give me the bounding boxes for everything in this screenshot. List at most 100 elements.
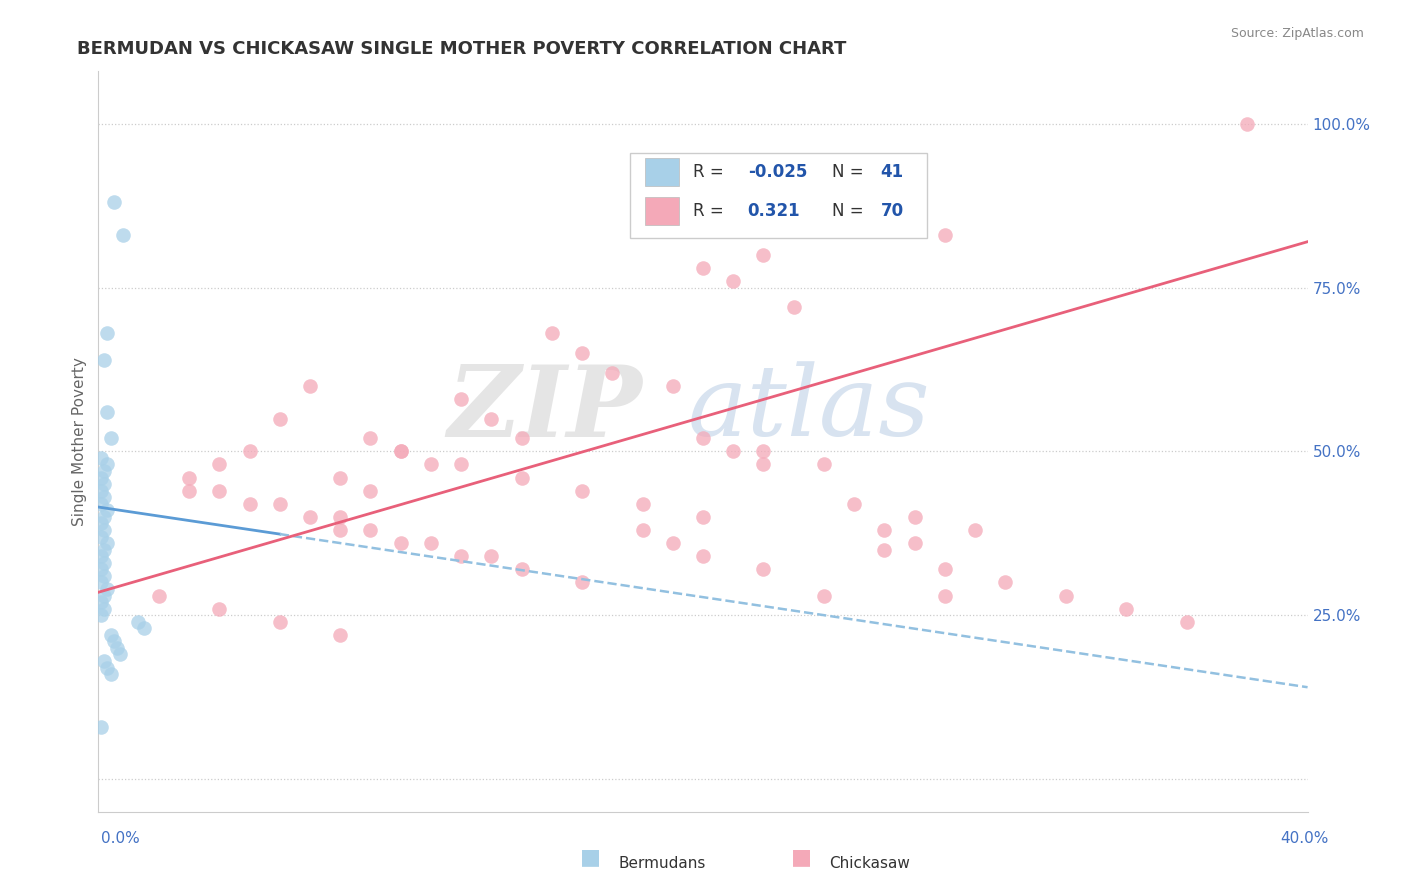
Point	[93, 569, 115, 583]
Point	[904, 536, 927, 550]
Point	[148, 589, 170, 603]
Text: atlas: atlas	[688, 361, 931, 457]
Point	[329, 509, 352, 524]
Point	[90, 608, 112, 623]
Point	[93, 654, 115, 668]
Text: -0.025: -0.025	[748, 163, 807, 181]
Point	[631, 523, 654, 537]
Point	[661, 379, 683, 393]
Point	[90, 549, 112, 564]
Point	[752, 248, 775, 262]
Point	[90, 516, 112, 531]
Point	[93, 523, 115, 537]
Point	[965, 523, 987, 537]
Point	[100, 628, 122, 642]
Point	[661, 536, 683, 550]
Point	[269, 615, 291, 629]
Text: 70: 70	[880, 202, 904, 220]
Point	[631, 497, 654, 511]
Point	[873, 523, 896, 537]
Point	[450, 549, 472, 564]
Point	[360, 431, 382, 445]
Point	[571, 483, 593, 498]
Point	[813, 215, 835, 229]
Point	[481, 549, 503, 564]
Text: Bermudans: Bermudans	[619, 856, 706, 871]
Point	[420, 458, 443, 472]
Point	[1054, 589, 1077, 603]
Point	[111, 228, 134, 243]
Point	[481, 411, 503, 425]
Point	[813, 589, 835, 603]
Point	[96, 326, 118, 341]
Point	[450, 392, 472, 406]
Point	[420, 536, 443, 550]
Text: 40.0%: 40.0%	[1281, 831, 1329, 846]
Point	[90, 483, 112, 498]
Point	[360, 523, 382, 537]
Point	[208, 483, 231, 498]
Text: ZIP: ZIP	[447, 360, 643, 457]
Point	[904, 509, 927, 524]
Point	[813, 458, 835, 472]
Text: Source: ZipAtlas.com: Source: ZipAtlas.com	[1230, 27, 1364, 40]
Point	[90, 530, 112, 544]
Point	[90, 595, 112, 609]
Point	[752, 444, 775, 458]
Point	[934, 562, 956, 576]
Point	[994, 575, 1017, 590]
Point	[103, 195, 125, 210]
Point	[329, 628, 352, 642]
Point	[93, 490, 115, 504]
Text: N =: N =	[832, 202, 865, 220]
Point	[90, 450, 112, 465]
Point	[692, 431, 714, 445]
Point	[269, 411, 291, 425]
Point	[96, 536, 118, 550]
Point	[360, 483, 382, 498]
Point	[208, 601, 231, 615]
Text: N =: N =	[832, 163, 865, 181]
Point	[934, 589, 956, 603]
Text: 0.0%: 0.0%	[101, 831, 141, 846]
Point	[571, 346, 593, 360]
Point	[329, 470, 352, 484]
Point	[1236, 117, 1258, 131]
Point	[269, 497, 291, 511]
Point	[692, 260, 714, 275]
Point	[1115, 601, 1137, 615]
Point	[90, 470, 112, 484]
Point	[752, 458, 775, 472]
FancyBboxPatch shape	[630, 153, 927, 238]
FancyBboxPatch shape	[645, 197, 679, 226]
Point	[540, 326, 562, 341]
Point	[93, 352, 115, 367]
Point	[510, 562, 533, 576]
Point	[127, 615, 149, 629]
FancyBboxPatch shape	[645, 158, 679, 186]
Point	[450, 458, 472, 472]
Point	[389, 536, 412, 550]
Point	[692, 549, 714, 564]
Point	[1175, 615, 1198, 629]
Text: R =: R =	[693, 163, 724, 181]
Point	[179, 470, 201, 484]
Text: 41: 41	[880, 163, 904, 181]
Point	[96, 503, 118, 517]
Text: R =: R =	[693, 202, 724, 220]
Point	[105, 640, 128, 655]
Point	[239, 444, 262, 458]
Text: BERMUDAN VS CHICKASAW SINGLE MOTHER POVERTY CORRELATION CHART: BERMUDAN VS CHICKASAW SINGLE MOTHER POVE…	[77, 40, 846, 58]
Point	[93, 509, 115, 524]
Point	[103, 634, 125, 648]
Point	[100, 431, 122, 445]
Point	[389, 444, 412, 458]
Point	[510, 470, 533, 484]
Point	[108, 648, 131, 662]
Point	[179, 483, 201, 498]
Point	[90, 720, 112, 734]
Point	[208, 458, 231, 472]
Point	[132, 621, 155, 635]
Point	[692, 509, 714, 524]
Point	[723, 274, 745, 288]
